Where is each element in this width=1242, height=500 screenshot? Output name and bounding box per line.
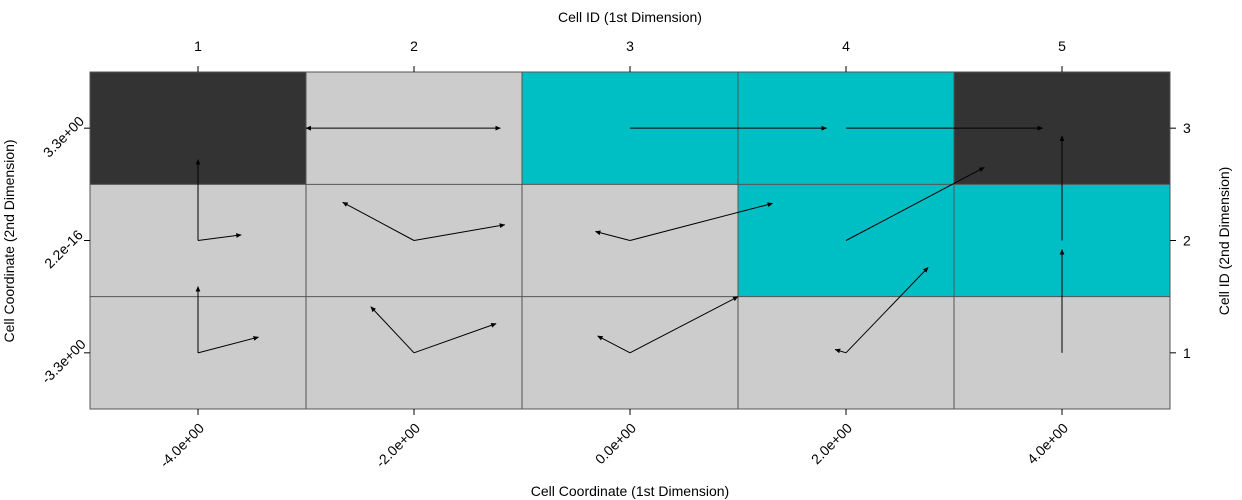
bottom-tick-label-5: 4.0e+00 bbox=[1024, 420, 1072, 468]
right-tick-label-3: 3 bbox=[1183, 120, 1191, 136]
arrow-3-1-2 bbox=[629, 296, 739, 354]
arrow-3-2-1 bbox=[594, 230, 631, 241]
arrow-2-1-1 bbox=[370, 306, 415, 354]
arrow-1-2-2 bbox=[197, 233, 242, 241]
arrow-2-2-1 bbox=[342, 201, 415, 241]
arrow-1-1-2 bbox=[197, 336, 259, 354]
bottom-axis-label: Cell Coordinate (1st Dimension) bbox=[531, 483, 729, 499]
bottom-tick-label-4: 2.0e+00 bbox=[808, 420, 856, 468]
top-tick-label-3: 3 bbox=[626, 38, 634, 54]
arrow-4-1-1 bbox=[834, 348, 847, 354]
left-axis-label: Cell Coordinate (2nd Dimension) bbox=[1, 139, 17, 342]
left-tick-label-2: 2.2e-16 bbox=[41, 226, 86, 271]
bottom-tick-label-2: -2.0e+00 bbox=[372, 420, 423, 471]
arrow-2-1-2 bbox=[413, 323, 497, 354]
right-tick-label-2: 2 bbox=[1183, 233, 1191, 249]
top-tick-label-1: 1 bbox=[194, 38, 202, 54]
arrow-2-2-2 bbox=[413, 223, 506, 241]
bottom-tick-label-1: -4.0e+00 bbox=[156, 420, 207, 471]
arrow-4-1-2 bbox=[845, 267, 929, 354]
bottom-tick-label-3: 0.0e+00 bbox=[592, 420, 640, 468]
right-axis-label: Cell ID (2nd Dimension) bbox=[1216, 167, 1232, 316]
arrow-4-2-1 bbox=[845, 167, 985, 241]
left-tick-label-1: -3.3e+00 bbox=[38, 336, 89, 387]
top-tick-label-4: 4 bbox=[842, 38, 850, 54]
left-tick-label-3: 3.3e+00 bbox=[40, 113, 88, 161]
top-tick-label-2: 2 bbox=[410, 38, 418, 54]
vector-field bbox=[195, 125, 1065, 354]
arrow-3-2-2 bbox=[629, 202, 774, 241]
top-axis-label: Cell ID (1st Dimension) bbox=[558, 9, 702, 25]
arrow-3-1-1 bbox=[597, 335, 631, 354]
top-tick-label-5: 5 bbox=[1058, 38, 1066, 54]
right-tick-label-1: 1 bbox=[1183, 345, 1191, 361]
